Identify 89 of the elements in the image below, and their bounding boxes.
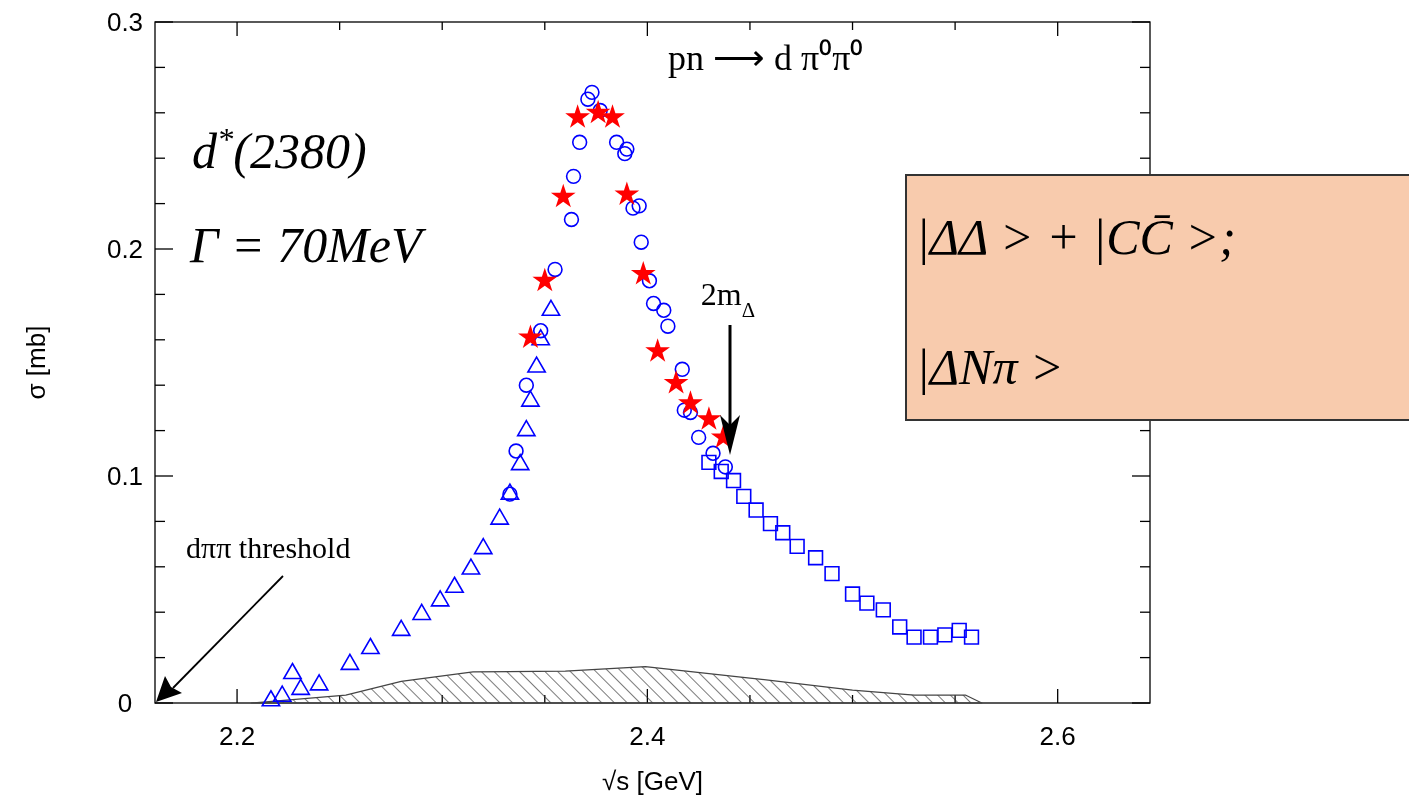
point bbox=[527, 356, 547, 373]
point bbox=[516, 419, 536, 437]
point bbox=[391, 619, 411, 637]
point bbox=[705, 445, 721, 461]
point bbox=[291, 678, 311, 696]
point bbox=[340, 653, 360, 671]
y-tick-label: 0.2 bbox=[106, 234, 144, 264]
point bbox=[261, 689, 281, 707]
point bbox=[461, 558, 481, 575]
point bbox=[789, 538, 805, 555]
x-tick-label: 2.4 bbox=[629, 721, 666, 751]
point bbox=[445, 576, 464, 594]
point bbox=[951, 622, 967, 639]
point bbox=[532, 323, 549, 339]
point bbox=[282, 662, 302, 680]
point bbox=[696, 406, 722, 430]
point bbox=[748, 502, 764, 518]
annotation: dππ threshold bbox=[186, 531, 351, 564]
point bbox=[963, 629, 980, 645]
point bbox=[645, 295, 662, 312]
point bbox=[580, 91, 596, 107]
point bbox=[541, 299, 561, 317]
point bbox=[717, 459, 734, 475]
point bbox=[656, 302, 672, 318]
point bbox=[412, 603, 432, 621]
point bbox=[520, 390, 540, 407]
point bbox=[690, 429, 707, 446]
x-axis-title: √s [GeV] bbox=[602, 766, 703, 796]
point bbox=[565, 104, 590, 128]
annotation: Γ = 70MeV bbox=[189, 217, 428, 273]
point bbox=[532, 267, 558, 292]
point bbox=[360, 637, 380, 655]
point bbox=[510, 453, 530, 471]
point bbox=[531, 329, 551, 346]
point bbox=[645, 338, 670, 362]
point bbox=[565, 168, 582, 185]
point bbox=[701, 454, 717, 471]
point bbox=[617, 145, 633, 162]
point bbox=[547, 261, 563, 278]
point bbox=[807, 550, 824, 566]
x-tick-label: 2.2 bbox=[218, 721, 256, 751]
point bbox=[309, 674, 329, 691]
point bbox=[824, 565, 840, 582]
point bbox=[614, 181, 640, 206]
point bbox=[678, 390, 703, 414]
point bbox=[633, 234, 649, 250]
point bbox=[608, 134, 625, 151]
x-tick-label: 2.6 bbox=[1039, 721, 1076, 751]
point bbox=[775, 525, 791, 541]
annotation: |ΔΔ > + |CC̄ >; bbox=[916, 209, 1236, 265]
point bbox=[585, 99, 611, 124]
point bbox=[600, 104, 625, 128]
y-tick-label: 0.3 bbox=[106, 7, 144, 37]
point bbox=[937, 627, 953, 643]
point bbox=[518, 377, 535, 393]
point bbox=[584, 84, 600, 101]
point bbox=[518, 324, 543, 349]
annotation: |ΔNπ > bbox=[916, 339, 1064, 395]
point bbox=[762, 515, 779, 532]
point bbox=[674, 361, 690, 378]
point bbox=[713, 463, 729, 480]
point bbox=[725, 472, 742, 489]
point bbox=[736, 488, 752, 505]
annotation: pn ⟶ d π⁰π⁰ bbox=[668, 38, 864, 78]
point bbox=[508, 443, 524, 459]
point bbox=[490, 508, 510, 525]
point bbox=[430, 590, 450, 607]
point bbox=[906, 629, 922, 645]
point bbox=[563, 211, 580, 228]
point bbox=[571, 134, 588, 151]
y-tick-label: 0.1 bbox=[106, 461, 144, 491]
y-axis-title: σ [mb] bbox=[21, 325, 51, 400]
annotation: d$^{*}$(2380) bbox=[192, 121, 367, 179]
point bbox=[631, 198, 647, 214]
point bbox=[892, 619, 908, 635]
annotation: 2m$_{Δ}$ bbox=[700, 276, 756, 321]
point bbox=[625, 200, 641, 216]
point bbox=[844, 586, 861, 602]
point bbox=[473, 537, 493, 555]
point bbox=[630, 260, 656, 285]
point bbox=[619, 141, 635, 157]
point bbox=[660, 318, 676, 334]
point bbox=[663, 369, 689, 394]
point bbox=[922, 629, 939, 645]
point bbox=[550, 183, 576, 208]
point bbox=[859, 595, 875, 611]
y-tick-label: 0 bbox=[117, 688, 133, 718]
point bbox=[272, 685, 292, 702]
point bbox=[875, 602, 891, 618]
